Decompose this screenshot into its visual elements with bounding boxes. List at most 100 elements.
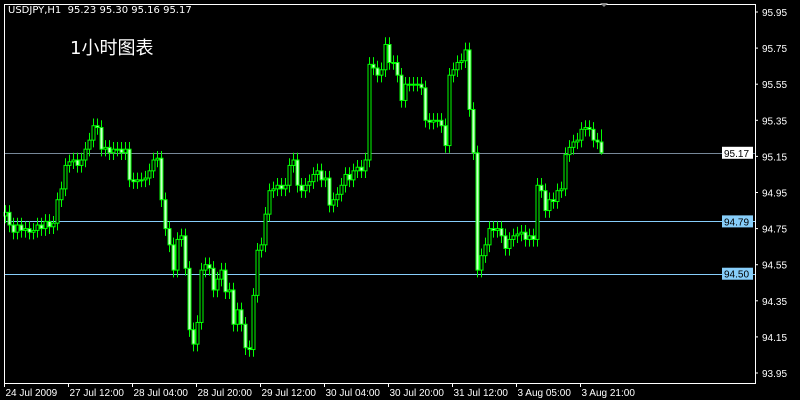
candle-body[interactable]	[391, 62, 396, 65]
candle-body[interactable]	[59, 188, 64, 201]
candle-body[interactable]	[427, 119, 432, 123]
chart-shift-marker-icon[interactable]	[600, 3, 608, 7]
candle-body[interactable]	[423, 87, 428, 121]
candle-body[interactable]	[143, 177, 148, 181]
candle-body[interactable]	[235, 309, 240, 325]
candle-body[interactable]	[551, 199, 556, 203]
candle-body[interactable]	[599, 141, 604, 154]
candle-body[interactable]	[219, 269, 224, 280]
candle-body[interactable]	[271, 188, 276, 192]
candle-body[interactable]	[523, 231, 528, 240]
candle-body[interactable]	[247, 347, 252, 351]
candle-body[interactable]	[503, 235, 508, 249]
candle-body[interactable]	[123, 148, 128, 154]
candle-body[interactable]	[411, 83, 416, 86]
candle-body[interactable]	[371, 63, 376, 69]
candle-body[interactable]	[307, 181, 312, 186]
candle-body[interactable]	[111, 148, 116, 154]
candle-body[interactable]	[211, 267, 216, 291]
candle-body[interactable]	[31, 229, 36, 233]
candle-body[interactable]	[559, 188, 564, 192]
candle-body[interactable]	[579, 128, 584, 141]
candle-body[interactable]	[55, 199, 60, 224]
candle-body[interactable]	[155, 157, 160, 161]
candle-body[interactable]	[183, 235, 188, 269]
candle-body[interactable]	[27, 228, 32, 233]
candle-body[interactable]	[323, 177, 328, 181]
candle-body[interactable]	[451, 69, 456, 76]
candle-body[interactable]	[547, 199, 552, 212]
candle-body[interactable]	[243, 323, 248, 349]
candle-body[interactable]	[279, 184, 284, 190]
candle-body[interactable]	[35, 224, 40, 231]
candle-body[interactable]	[455, 62, 460, 71]
candle-body[interactable]	[95, 125, 100, 129]
candle-body[interactable]	[439, 119, 444, 127]
candle-body[interactable]	[463, 49, 468, 62]
candle-body[interactable]	[75, 159, 80, 166]
candle-body[interactable]	[491, 228, 496, 231]
candle-body[interactable]	[299, 184, 304, 192]
candle-body[interactable]	[251, 294, 256, 351]
candle-body[interactable]	[63, 164, 68, 190]
candle-body[interactable]	[543, 190, 548, 212]
candle-body[interactable]	[403, 83, 408, 101]
candle-body[interactable]	[79, 159, 84, 166]
candle-body[interactable]	[515, 233, 520, 237]
candle-body[interactable]	[519, 231, 524, 235]
candle-body[interactable]	[287, 164, 292, 186]
candle-body[interactable]	[315, 170, 320, 175]
candle-body[interactable]	[367, 63, 372, 161]
candle-body[interactable]	[583, 127, 588, 130]
candle-body[interactable]	[527, 235, 532, 240]
candle-body[interactable]	[199, 269, 204, 323]
candle-body[interactable]	[483, 244, 488, 257]
candle-body[interactable]	[19, 224, 24, 231]
candle-body[interactable]	[331, 199, 336, 206]
candle-body[interactable]	[139, 179, 144, 182]
candle-body[interactable]	[587, 127, 592, 130]
candle-body[interactable]	[383, 43, 388, 71]
candle-body[interactable]	[359, 166, 364, 172]
candle-body[interactable]	[51, 222, 56, 228]
candle-body[interactable]	[447, 74, 452, 147]
candle-body[interactable]	[591, 128, 596, 141]
candle-body[interactable]	[495, 228, 500, 231]
candle-body[interactable]	[223, 269, 228, 293]
candle-body[interactable]	[571, 141, 576, 148]
candle-body[interactable]	[67, 161, 72, 166]
candle-body[interactable]	[203, 264, 208, 271]
candle-body[interactable]	[531, 235, 536, 240]
candle-body[interactable]	[83, 148, 88, 161]
candle-body[interactable]	[175, 238, 180, 271]
candle-body[interactable]	[87, 139, 92, 150]
candle-body[interactable]	[575, 139, 580, 143]
candle-body[interactable]	[407, 83, 412, 86]
candle-body[interactable]	[131, 179, 136, 183]
candle-body[interactable]	[7, 211, 12, 226]
candle-body[interactable]	[195, 321, 200, 345]
candle-body[interactable]	[159, 157, 164, 201]
candle-body[interactable]	[327, 177, 332, 206]
candle-body[interactable]	[275, 184, 280, 190]
candle-body[interactable]	[267, 190, 272, 215]
candle-body[interactable]	[443, 125, 448, 147]
candle-body[interactable]	[231, 289, 236, 325]
candle-body[interactable]	[119, 148, 124, 154]
candle-body[interactable]	[167, 228, 172, 246]
candle-body[interactable]	[163, 199, 168, 230]
candle-body[interactable]	[11, 224, 16, 233]
candle-body[interactable]	[291, 159, 296, 166]
candle-body[interactable]	[379, 69, 384, 76]
candle-body[interactable]	[555, 190, 560, 203]
candle-body[interactable]	[351, 170, 356, 181]
candle-body[interactable]	[347, 173, 352, 181]
candle-body[interactable]	[191, 329, 196, 345]
candle-body[interactable]	[431, 119, 436, 123]
candle-body[interactable]	[375, 67, 380, 76]
candle-body[interactable]	[539, 184, 544, 192]
candle-body[interactable]	[99, 127, 104, 150]
candle-body[interactable]	[227, 289, 232, 293]
candle-body[interactable]	[343, 173, 348, 186]
